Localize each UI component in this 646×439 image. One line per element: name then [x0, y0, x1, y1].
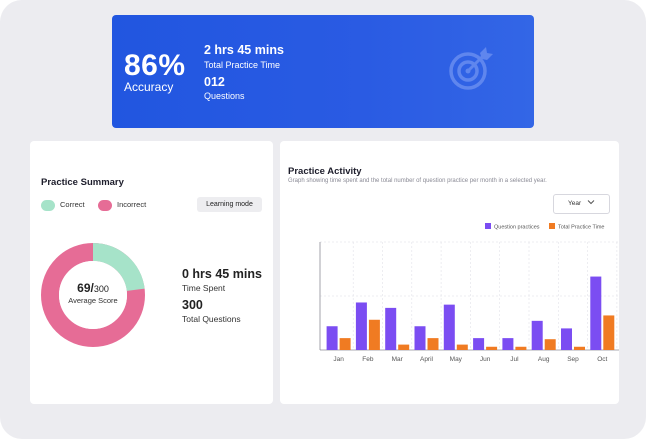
legend-label-0: Question practices: [494, 225, 540, 231]
questions-value: 012: [204, 75, 225, 89]
practice-summary-title: Practice Summary: [41, 177, 124, 188]
bar-questions-jul: [502, 338, 514, 350]
questions-label: Questions: [204, 91, 245, 101]
bar-time-sep: [574, 346, 585, 350]
year-select-label: Year: [568, 200, 582, 207]
bar-questions-jun: [473, 338, 485, 350]
time-spent-label: Time Spent: [182, 283, 226, 293]
time-spent-value: 0 hrs 45 mins: [182, 267, 262, 281]
bar-time-jun: [486, 346, 498, 350]
bar-questions-oct: [590, 276, 602, 350]
practice-activity-subtitle: Graph showing time spent and the total n…: [288, 178, 547, 184]
donut-correct-segment: [41, 243, 145, 347]
bar-time-oct: [603, 315, 615, 350]
bar-time-aug: [544, 339, 556, 350]
learning-mode-button[interactable]: Learning mode: [197, 197, 262, 212]
x-tick-label: May: [450, 356, 463, 363]
average-score: 69/300 Average Score: [40, 281, 146, 305]
total-questions-value: 300: [182, 298, 203, 312]
total-questions-label: Total Questions: [182, 314, 241, 324]
average-score-label: Average Score: [68, 296, 118, 305]
legend-incorrect-swatch: [98, 200, 112, 211]
bar-questions-april: [414, 326, 426, 350]
legend-incorrect-label: Incorrect: [117, 200, 147, 209]
bar-questions-feb: [355, 302, 367, 350]
accuracy-banner: 86% Accuracy 2 hrs 45 mins Total Practic…: [112, 15, 534, 128]
x-tick-label: Oct: [597, 356, 607, 363]
year-select[interactable]: Year: [553, 194, 610, 214]
bar-time-april: [427, 338, 439, 350]
x-tick-label: Jul: [510, 356, 519, 363]
legend-correct-swatch: [41, 200, 55, 211]
bar-time-mar: [398, 344, 410, 350]
x-tick-label: Sep: [567, 356, 579, 363]
legend-label-1: Total Practice Time: [558, 225, 604, 231]
score-donut: [41, 243, 145, 347]
bar-questions-sep: [561, 328, 572, 350]
legend-swatch-0: [485, 223, 491, 229]
bar-time-jan: [339, 338, 351, 350]
bar-questions-aug: [531, 320, 543, 350]
x-tick-label: Mar: [392, 356, 404, 363]
total-time-value: 2 hrs 45 mins: [204, 43, 284, 57]
bar-questions-jan: [326, 326, 338, 350]
legend-correct-label: Correct: [60, 200, 85, 209]
accuracy-label: Accuracy: [124, 80, 174, 94]
bar-time-jul: [515, 346, 527, 350]
practice-activity-title: Practice Activity: [288, 166, 362, 177]
practice-activity-card: Practice Activity Graph showing time spe…: [280, 141, 619, 404]
x-tick-label: Feb: [362, 356, 374, 363]
bar-questions-mar: [385, 307, 397, 350]
total-time-label: Total Practice Time: [204, 60, 281, 70]
bar-time-feb: [368, 319, 380, 350]
practice-summary-card: Practice Summary Correct Incorrect Learn…: [30, 141, 273, 404]
practice-activity-chart: Jan Feb Mar April May Jun Jul Aug Sep Oct Question…: [319, 223, 619, 363]
chevron-down-icon: [587, 200, 595, 205]
legend-swatch-1: [549, 223, 555, 229]
x-tick-label: Aug: [538, 356, 550, 363]
score-total: 300: [93, 284, 109, 294]
bar-time-may: [456, 344, 468, 350]
target-icon: [449, 47, 493, 90]
bar-questions-may: [443, 304, 455, 350]
x-tick-label: April: [420, 356, 434, 363]
accuracy-value: 86%: [124, 49, 186, 82]
x-tick-label: Jun: [480, 356, 491, 363]
x-tick-label: Jan: [333, 356, 344, 363]
score-value: 69/: [77, 281, 94, 295]
